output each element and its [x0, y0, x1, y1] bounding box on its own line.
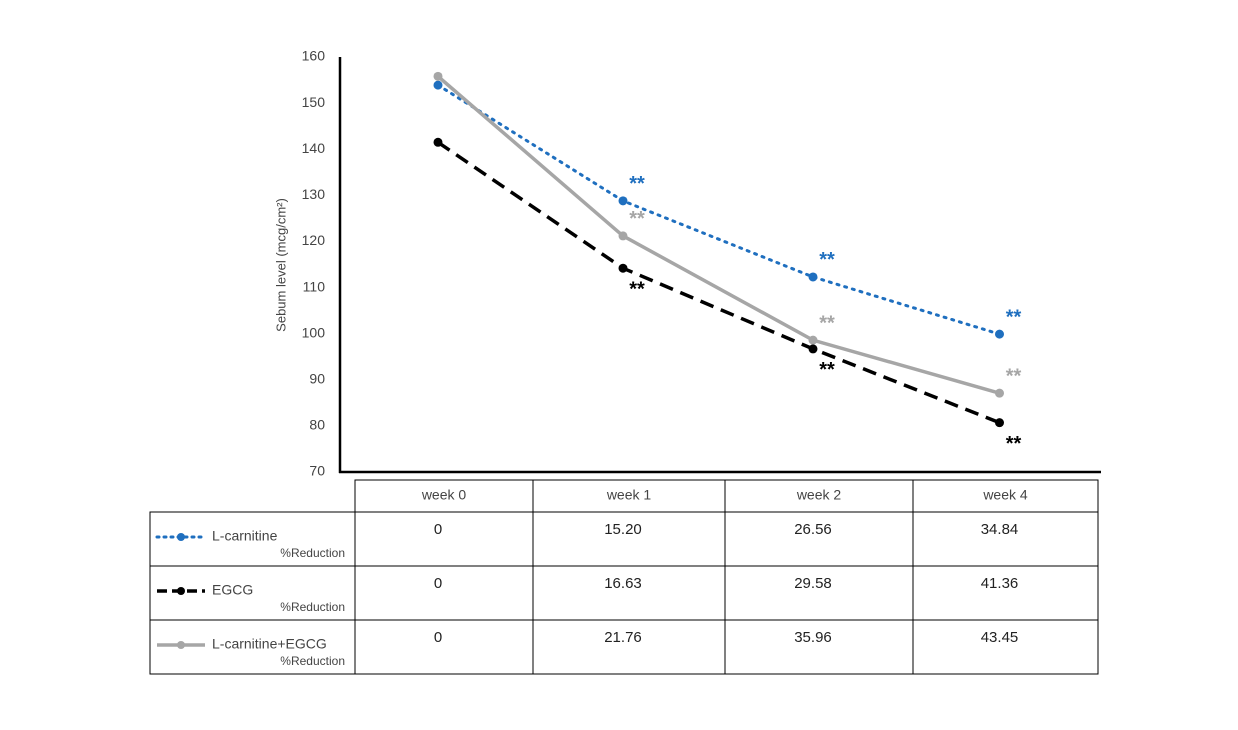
table-value: 0	[434, 575, 442, 592]
series-line	[437, 140, 1001, 425]
data-point	[995, 388, 1004, 398]
table-value: 41.36	[981, 575, 1019, 592]
data-point	[618, 231, 628, 241]
y-tick-label: 160	[302, 48, 326, 64]
legend-label: L-carnitine+EGCG	[212, 636, 327, 652]
table-value: 15.20	[604, 521, 642, 538]
table-header: week 4	[982, 487, 1028, 503]
data-point	[433, 137, 443, 147]
row-label: %Reduction	[280, 546, 345, 560]
legend-marker	[177, 641, 185, 649]
significance-mark: **	[819, 312, 835, 334]
y-tick-label: 120	[302, 232, 326, 248]
y-tick-label: 80	[309, 417, 325, 433]
data-point	[995, 329, 1004, 339]
y-tick-label: 150	[302, 94, 326, 110]
significance-mark: **	[1006, 433, 1022, 455]
significance-mark: **	[819, 249, 835, 271]
table-value: 26.56	[794, 521, 832, 538]
table-header: week 1	[606, 487, 652, 503]
y-tick-label: 130	[302, 186, 326, 202]
table-value: 34.84	[981, 521, 1019, 538]
row-label: %Reduction	[280, 600, 345, 614]
y-tick-label: 90	[309, 370, 325, 386]
series-line	[436, 83, 1001, 336]
table-cell	[354, 619, 534, 675]
y-tick-label: 140	[302, 140, 326, 156]
legend-label: EGCG	[212, 582, 253, 598]
significance-mark: **	[629, 208, 645, 230]
row-label: %Reduction	[280, 654, 345, 668]
data-point	[433, 80, 443, 90]
significance-mark: **	[629, 173, 645, 195]
y-tick-label: 70	[309, 463, 325, 479]
data-point	[618, 196, 628, 206]
table-header: week 0	[421, 487, 467, 503]
y-axis-label: Sebum level (mcg/cm²)	[273, 198, 288, 332]
data-point	[433, 71, 443, 81]
table-cell	[354, 565, 534, 621]
significance-mark: **	[1006, 306, 1022, 328]
y-tick-label: 110	[303, 278, 326, 294]
y-tick-label: 100	[302, 324, 326, 340]
data-point	[808, 272, 818, 282]
table-value: 29.58	[794, 575, 832, 592]
table-header: week 2	[796, 487, 842, 503]
table-value: 16.63	[604, 575, 642, 592]
data-point	[618, 263, 628, 273]
data-point	[808, 335, 818, 345]
table-value: 0	[434, 521, 442, 538]
legend-marker	[177, 587, 185, 595]
legend-label: L-carnitine	[212, 528, 278, 544]
table-value: 21.76	[604, 629, 642, 646]
table-cell	[354, 511, 534, 567]
data-point	[995, 418, 1004, 428]
series-line	[436, 75, 1000, 395]
legend-marker	[177, 533, 185, 541]
table-value: 43.45	[981, 629, 1019, 646]
significance-mark: **	[629, 278, 645, 300]
significance-mark: **	[1006, 365, 1022, 387]
table-value: 35.96	[794, 629, 832, 646]
data-point	[808, 344, 818, 354]
table-value: 0	[434, 629, 442, 646]
table-cell	[912, 619, 1099, 675]
significance-mark: **	[819, 359, 835, 381]
